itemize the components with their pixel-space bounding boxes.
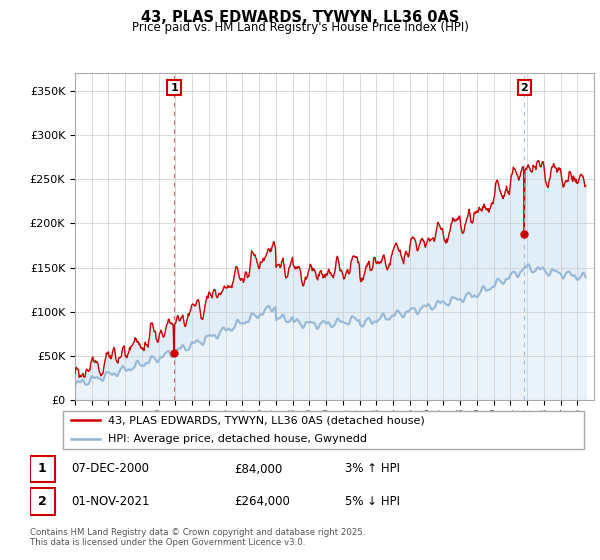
Text: 2: 2 [38,494,47,508]
FancyBboxPatch shape [30,488,55,515]
Text: 01-NOV-2021: 01-NOV-2021 [71,494,150,508]
FancyBboxPatch shape [62,411,584,449]
Text: Price paid vs. HM Land Registry's House Price Index (HPI): Price paid vs. HM Land Registry's House … [131,21,469,34]
Text: 5% ↓ HPI: 5% ↓ HPI [344,494,400,508]
Text: 07-DEC-2000: 07-DEC-2000 [71,463,149,475]
Text: 1: 1 [170,82,178,92]
Text: 2: 2 [520,82,528,92]
Text: 43, PLAS EDWARDS, TYWYN, LL36 0AS (detached house): 43, PLAS EDWARDS, TYWYN, LL36 0AS (detac… [107,415,424,425]
Text: 43, PLAS EDWARDS, TYWYN, LL36 0AS: 43, PLAS EDWARDS, TYWYN, LL36 0AS [141,10,459,25]
Text: Contains HM Land Registry data © Crown copyright and database right 2025.
This d: Contains HM Land Registry data © Crown c… [30,528,365,547]
Text: £84,000: £84,000 [234,463,283,475]
Text: 1: 1 [38,463,47,475]
FancyBboxPatch shape [30,456,55,482]
Text: £264,000: £264,000 [234,494,290,508]
Text: 3% ↑ HPI: 3% ↑ HPI [344,463,400,475]
Text: HPI: Average price, detached house, Gwynedd: HPI: Average price, detached house, Gwyn… [107,434,367,444]
